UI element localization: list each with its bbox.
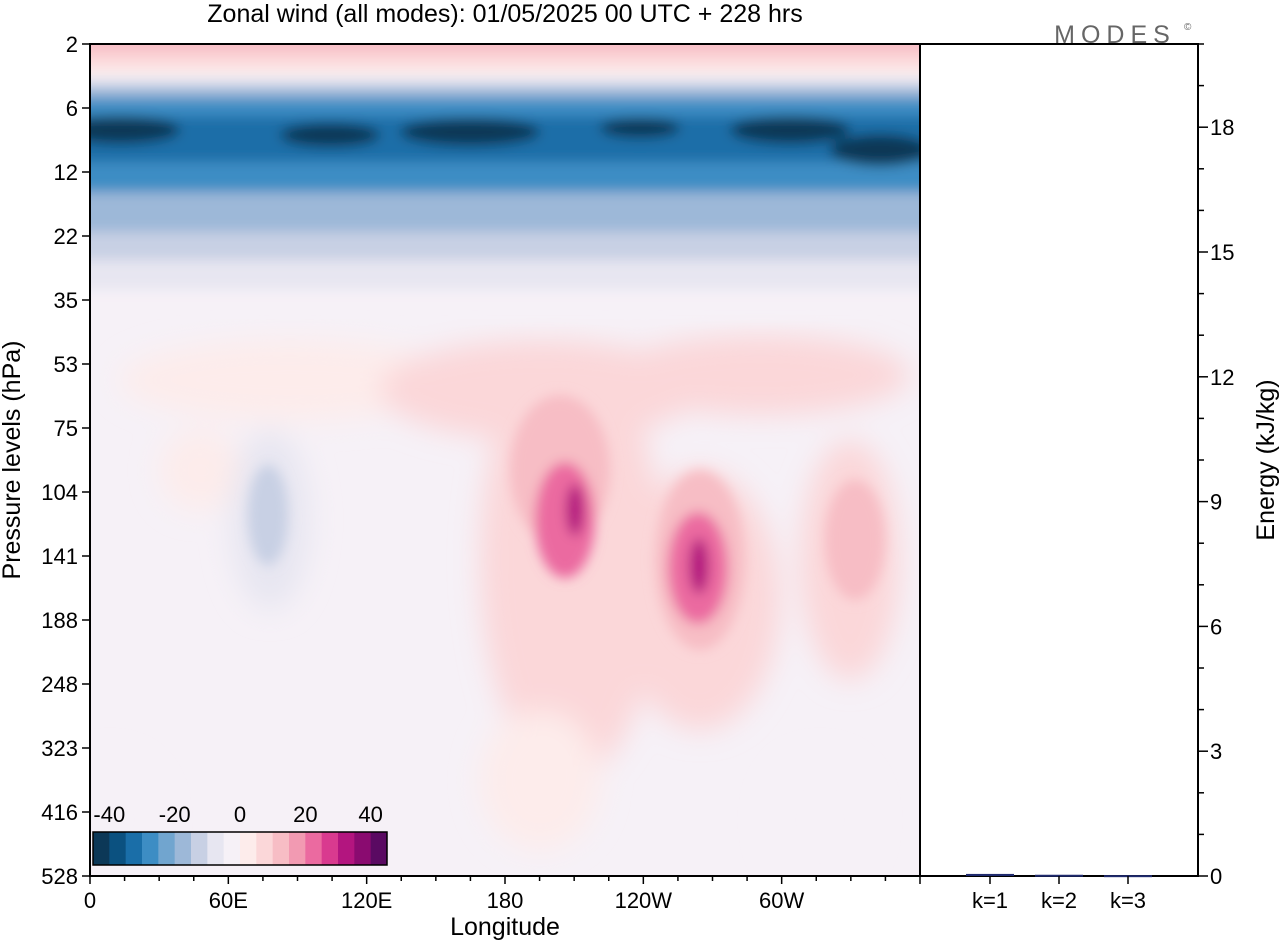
x-axis-label: Longitude [450, 913, 560, 941]
easterly-surface-east [770, 760, 870, 876]
band-easterly-shear [90, 86, 920, 98]
colorbar-tick-label: 20 [293, 802, 317, 827]
x-axis: 0 60E 120E 180 120W 60W [84, 876, 921, 913]
energy-category-label: k=2 [1041, 888, 1077, 913]
colorbar-frame [92, 831, 388, 866]
x-tick-label: 120E [341, 888, 392, 913]
x-tick-label: 60W [759, 888, 804, 913]
easterly-pocket [400, 118, 540, 146]
colorbar-swatch [109, 832, 127, 865]
energy-bar-chart: 0 3 6 9 12 15 18 k=1 k=2 k=3 [966, 43, 1234, 913]
x-tick-label: 120W [615, 888, 673, 913]
energy-category-label: k=1 [972, 888, 1008, 913]
colorbar-swatch [256, 832, 274, 865]
colorbar-swatch [354, 832, 372, 865]
energy-axis-label: Energy (kJ/kg) [1252, 379, 1280, 540]
field-detail [90, 44, 920, 650]
westerly-max-west [566, 484, 584, 536]
wind-heatmap [90, 44, 920, 876]
colorbar-swatch [272, 832, 290, 865]
easterly-pocket [830, 134, 920, 166]
westerly-patch-east [610, 335, 910, 415]
colorbar-swatch [240, 832, 257, 865]
colorbar: -40 -20 0 20 40 [92, 802, 388, 866]
colorbar-swatch [191, 832, 208, 865]
chart-title: Zonal wind (all modes): 01/05/2025 00 UT… [207, 0, 802, 28]
y-tick-label: 75 [54, 416, 78, 441]
westerly-core-west [535, 462, 595, 578]
band-easterly-edge [90, 76, 920, 86]
x-tick-label: 60E [209, 888, 248, 913]
y-tick-label: 22 [54, 224, 78, 249]
colorbar-swatch [125, 832, 143, 865]
colorbar-tick-label: 0 [234, 802, 246, 827]
band-easterly-tail [90, 260, 920, 290]
y-tick-label: 35 [54, 288, 78, 313]
colorbar-tick-label: 40 [358, 802, 382, 827]
y-tick-label: 323 [41, 736, 78, 761]
colorbar-swatch [174, 832, 192, 865]
band-easterly-weakening [90, 192, 920, 232]
y-axis-label: Pressure levels (hPa) [0, 341, 26, 580]
westerly-ring-far-east [825, 480, 885, 600]
y-tick-label: 188 [41, 608, 78, 633]
x-tick-label: 0 [84, 888, 96, 913]
colorbar-swatch [370, 832, 388, 865]
band-neutral [90, 66, 920, 76]
easterly-anomaly-core [248, 465, 288, 565]
band-near-zero [90, 290, 920, 320]
colorbar-tick-label: -40 [93, 802, 125, 827]
y-tick-label: 416 [41, 800, 78, 825]
neutral-patch [160, 430, 240, 510]
band-easterly-lower [90, 162, 920, 192]
y-tick-label: 141 [41, 544, 78, 569]
easterly-pocket [730, 116, 850, 144]
colorbar-swatch [338, 832, 355, 865]
energy-tick-label: 15 [1210, 240, 1234, 265]
y-axis: 2 6 12 22 35 53 75 104 141 188 248 323 416 528 [41, 32, 90, 889]
colorbar-swatch [93, 832, 110, 865]
westerly-patch-west [120, 340, 460, 420]
energy-tick-label: 18 [1210, 115, 1234, 140]
colorbar-swatch [305, 832, 323, 865]
y-tick-label: 104 [41, 480, 78, 505]
easterly-pocket [600, 118, 680, 138]
westerly-max-east [689, 538, 709, 594]
energy-panel-frame [919, 43, 1199, 877]
y-tick-label: 12 [54, 160, 78, 185]
colorbar-swatch [142, 832, 159, 865]
energy-tick-label: 0 [1210, 864, 1222, 889]
band-easterly-strong [90, 98, 920, 116]
energy-tick-label: 6 [1210, 614, 1222, 639]
colorbar-swatch [158, 832, 176, 865]
y-tick-label: 6 [66, 96, 78, 121]
colorbar-swatch [223, 832, 241, 865]
energy-category-label: k=3 [1110, 888, 1146, 913]
westerly-column-base [480, 710, 600, 850]
y-tick-label: 528 [41, 864, 78, 889]
energy-tick-label: 3 [1210, 739, 1222, 764]
colorbar-swatch [207, 832, 225, 865]
easterly-pocket [90, 116, 180, 144]
colorbar-swatch [321, 832, 339, 865]
energy-tick-label: 12 [1210, 365, 1234, 390]
y-tick-label: 53 [54, 352, 78, 377]
brand-mark: © [1184, 22, 1192, 33]
y-tick-label: 2 [66, 32, 78, 57]
energy-bar [1035, 874, 1083, 877]
y-tick-label: 248 [41, 672, 78, 697]
easterly-pocket [280, 123, 380, 147]
x-tick-label: 180 [487, 888, 524, 913]
band-westerly-top-edge [90, 52, 920, 66]
colorbar-tick-label: -20 [159, 802, 191, 827]
colorbar-swatch [289, 832, 306, 865]
energy-bar [966, 873, 1014, 876]
energy-tick-label: 9 [1210, 490, 1222, 515]
band-easterly-fringe [90, 232, 920, 260]
